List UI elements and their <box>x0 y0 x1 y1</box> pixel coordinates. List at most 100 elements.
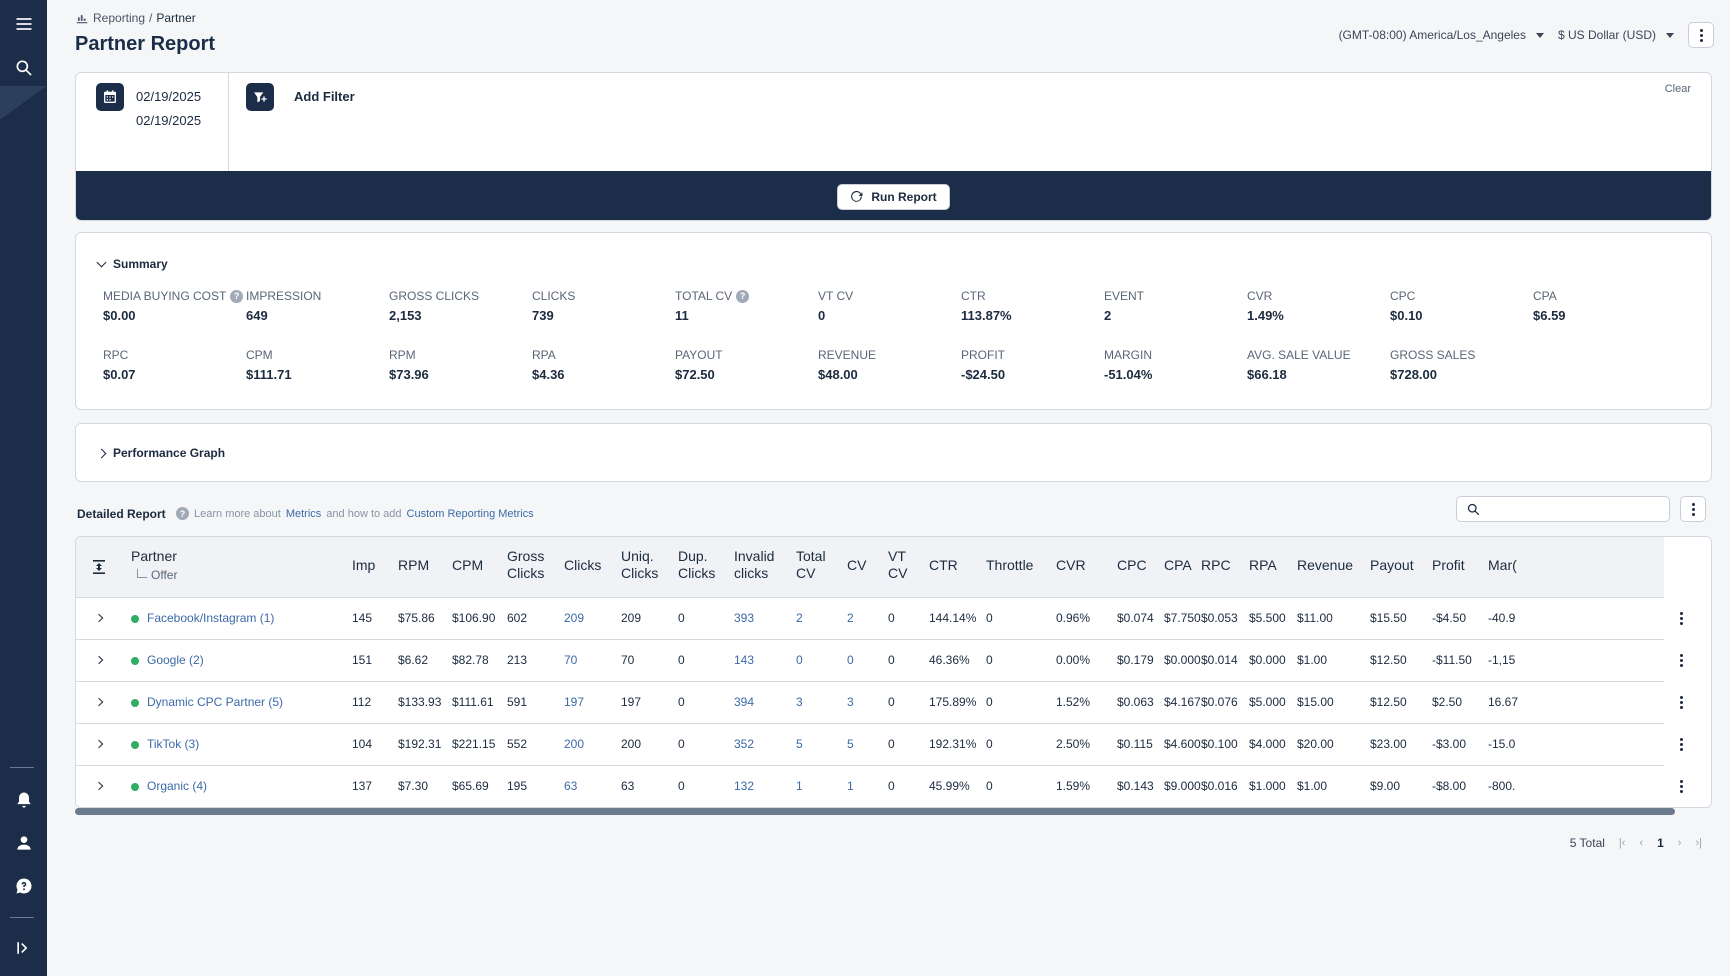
partner-link[interactable]: Organic (4) <box>147 779 208 793</box>
cell-clicks[interactable]: 197 <box>564 695 585 709</box>
chevron-right-icon[interactable] <box>94 697 104 707</box>
horizontal-scrollbar[interactable] <box>75 808 1675 815</box>
cell-clicks[interactable]: 63 <box>564 779 578 793</box>
learn-middle: and how to add <box>326 507 402 520</box>
custom-metrics-link[interactable]: Custom Reporting Metrics <box>406 507 534 520</box>
cell-cv[interactable]: 0 <box>847 653 854 667</box>
currency-select[interactable]: $ US Dollar (USD) <box>1558 28 1674 42</box>
col-ctr[interactable]: CTR <box>929 557 958 573</box>
add-filter-label[interactable]: Add Filter <box>294 89 355 104</box>
calendar-button[interactable] <box>96 83 124 111</box>
prev-page-button[interactable]: ‹ <box>1639 837 1644 849</box>
col-cvr[interactable]: CVR <box>1056 557 1086 573</box>
page-more-button[interactable] <box>1688 22 1714 48</box>
cell-revenue: $15.00 <box>1297 695 1334 709</box>
cell-clicks[interactable]: 200 <box>564 737 585 751</box>
col-margin[interactable]: Mar( <box>1488 557 1517 573</box>
col-profit[interactable]: Profit <box>1432 557 1465 573</box>
col-revenue[interactable]: Revenue <box>1297 557 1354 573</box>
col-gross-clicks[interactable]: Gross Clicks <box>507 548 545 581</box>
cell-cpc: $0.063 <box>1117 695 1154 709</box>
partner-link[interactable]: TikTok (3) <box>147 737 200 751</box>
row-more-button[interactable] <box>1680 738 1683 751</box>
cell-cv[interactable]: 5 <box>847 737 854 751</box>
cell-invalid-clicks[interactable]: 143 <box>734 653 755 667</box>
help-icon[interactable]: ? <box>736 289 750 303</box>
metrics-link[interactable]: Metrics <box>285 507 322 520</box>
last-page-button[interactable]: ›| <box>1695 837 1702 849</box>
metric-profit: PROFIT -$24.50 <box>961 348 1101 382</box>
col-throttle[interactable]: Throttle <box>986 557 1034 573</box>
chevron-right-icon[interactable] <box>94 655 104 665</box>
row-more-button[interactable] <box>1680 696 1683 709</box>
date-range-picker[interactable]: 02/19/2025 02/19/2025 <box>76 73 229 171</box>
add-filter-button[interactable] <box>246 83 274 111</box>
col-cpc[interactable]: CPC <box>1117 557 1147 573</box>
col-total-cv[interactable]: Total CV <box>796 548 826 581</box>
col-dup-clicks[interactable]: Dup. Clicks <box>678 548 716 581</box>
cell-total-cv[interactable]: 1 <box>796 779 803 793</box>
current-page[interactable]: 1 <box>1657 836 1664 850</box>
summary-toggle[interactable]: Summary <box>96 257 168 271</box>
cell-clicks[interactable]: 70 <box>564 653 578 667</box>
collapse-all-icon[interactable] <box>92 559 106 575</box>
search-icon[interactable] <box>0 50 47 86</box>
chevron-right-icon <box>96 448 107 458</box>
help-chat-icon[interactable] <box>0 868 47 904</box>
col-imp[interactable]: Imp <box>352 557 376 573</box>
col-vt-cv[interactable]: VT CV <box>888 548 908 581</box>
cell-invalid-clicks[interactable]: 132 <box>734 779 755 793</box>
report-search[interactable] <box>1456 496 1670 522</box>
col-payout[interactable]: Payout <box>1370 557 1414 573</box>
col-cv[interactable]: CV <box>847 557 867 573</box>
cell-invalid-clicks[interactable]: 352 <box>734 737 755 751</box>
cell-total-cv[interactable]: 0 <box>796 653 803 667</box>
cell-cv[interactable]: 2 <box>847 611 854 625</box>
table-more-button[interactable] <box>1680 496 1706 522</box>
col-rpc[interactable]: RPC <box>1201 557 1231 573</box>
col-rpm[interactable]: RPM <box>398 557 430 573</box>
cell-cv[interactable]: 3 <box>847 695 854 709</box>
col-clicks[interactable]: Clicks <box>564 557 602 573</box>
cell-cv[interactable]: 1 <box>847 779 854 793</box>
next-page-button[interactable]: › <box>1677 837 1682 849</box>
col-cpm[interactable]: CPM <box>452 557 484 573</box>
col-invalid-clicks[interactable]: Invalid clicks <box>734 548 775 581</box>
expand-sidebar-icon[interactable] <box>0 930 47 966</box>
breadcrumb-parent[interactable]: Reporting <box>93 11 146 25</box>
cell-invalid-clicks[interactable]: 394 <box>734 695 755 709</box>
cell-clicks[interactable]: 209 <box>564 611 585 625</box>
cell-invalid-clicks[interactable]: 393 <box>734 611 755 625</box>
help-icon[interactable]: ? <box>230 289 243 303</box>
performance-graph-toggle[interactable]: Performance Graph <box>96 446 225 460</box>
col-uniq-clicks[interactable]: Uniq. Clicks <box>621 548 659 581</box>
cell-total-cv[interactable]: 2 <box>796 611 803 625</box>
partner-link[interactable]: Facebook/Instagram (1) <box>147 611 275 625</box>
chevron-right-icon[interactable] <box>94 781 104 791</box>
first-page-button[interactable]: |‹ <box>1618 837 1626 849</box>
menu-icon[interactable] <box>0 6 47 42</box>
col-partner[interactable]: Partner <box>131 548 177 564</box>
partner-link[interactable]: Dynamic CPC Partner (5) <box>147 695 284 709</box>
timezone-select[interactable]: (GMT-08:00) America/Los_Angeles <box>1339 28 1544 42</box>
partner-link[interactable]: Google (2) <box>147 653 204 667</box>
row-more-button[interactable] <box>1680 780 1683 793</box>
table-header: Partner Offer Imp RPM CPM Gross Clicks Click… <box>76 537 1711 598</box>
chevron-right-icon[interactable] <box>94 739 104 749</box>
clear-filters-link[interactable]: Clear <box>1664 83 1691 95</box>
run-report-button[interactable]: Run Report <box>837 183 950 210</box>
page-title: Partner Report <box>75 33 216 55</box>
bell-icon[interactable] <box>0 782 47 818</box>
date-range-values[interactable]: 02/19/2025 02/19/2025 <box>136 85 201 133</box>
cell-total-cv[interactable]: 5 <box>796 737 803 751</box>
metric-value: $0.10 <box>1390 308 1423 323</box>
row-more-button[interactable] <box>1680 612 1683 625</box>
report-search-input[interactable] <box>1487 500 1662 518</box>
cell-total-cv[interactable]: 3 <box>796 695 803 709</box>
user-icon[interactable] <box>0 825 47 861</box>
col-rpa[interactable]: RPA <box>1249 557 1277 573</box>
row-more-button[interactable] <box>1680 654 1683 667</box>
col-cpa[interactable]: CPA <box>1164 557 1192 573</box>
chevron-right-icon[interactable] <box>94 613 104 623</box>
cell-gross-clicks: 602 <box>507 611 528 625</box>
